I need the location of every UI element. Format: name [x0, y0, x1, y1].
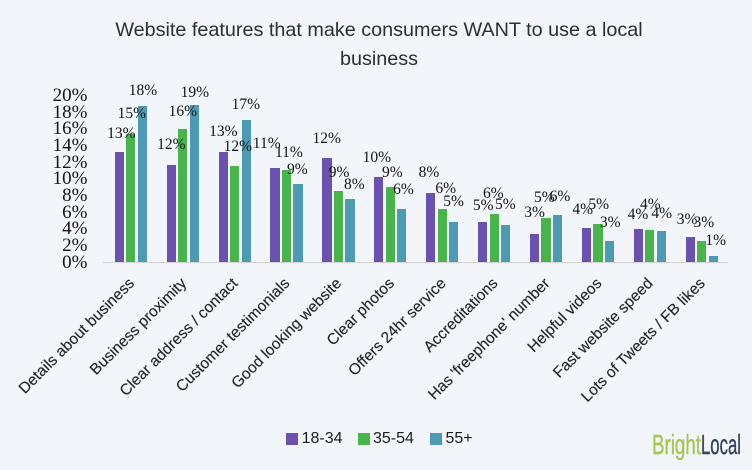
svg-text:Bright: Bright [652, 429, 701, 460]
svg-text:Local: Local [701, 429, 741, 460]
